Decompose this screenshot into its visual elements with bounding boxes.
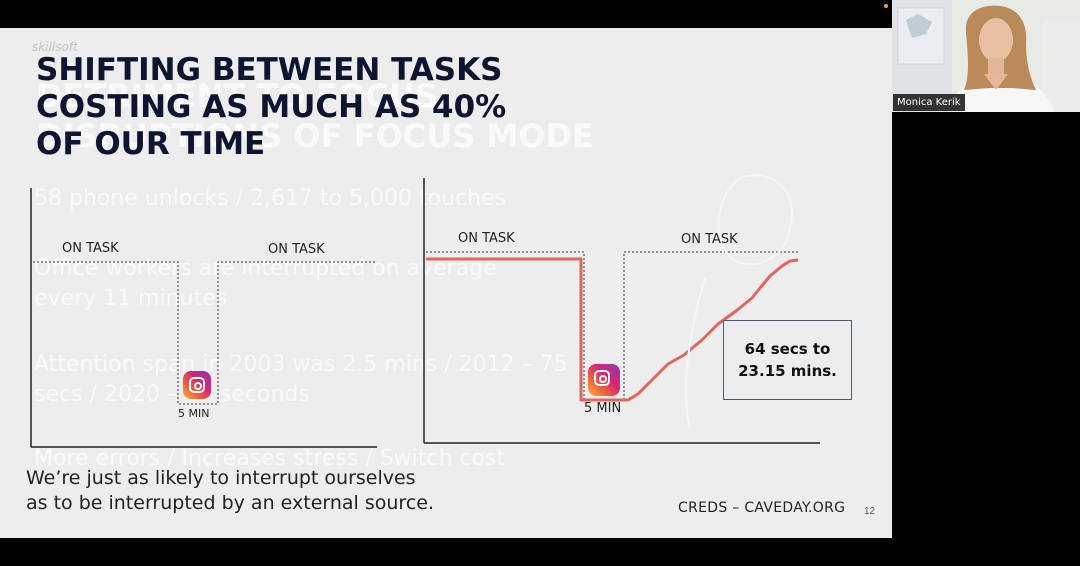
ghost-title-line: DISRUPTIONS OF FOCUS MODE — [36, 117, 594, 155]
instagram-icon — [183, 371, 211, 399]
left-chart-task-path — [33, 261, 376, 405]
left-chart-on-task-label: ON TASK — [268, 242, 325, 257]
slide-caption: We’re just as likely to interrupt oursel… — [26, 466, 434, 516]
task-diagrams — [30, 174, 820, 448]
brand-logo: skillsoft — [32, 40, 78, 54]
slide-page-number: 12 — [864, 506, 876, 517]
ghost-text-line: More errors / Increases stress / Switch … — [34, 446, 506, 471]
left-chart-on-task-label: ON TASK — [62, 241, 119, 256]
right-chart-recovery-line — [426, 257, 799, 402]
status-dot-icon — [884, 4, 888, 8]
right-chart-dip-label: 5 MIN — [584, 401, 622, 416]
left-chart-dip-label: 5 MIN — [178, 407, 210, 420]
slide-title: SHIFTING BETWEEN TASKS COSTING AS MUCH A… — [36, 52, 506, 163]
ghost-title: DETRIMENT TO FOCUS: DISRUPTIONS OF FOCUS… — [36, 76, 594, 156]
slide-credits: CREDS – CAVEDAY.ORG — [678, 500, 846, 516]
slide-title-line: SHIFTING BETWEEN TASKS — [36, 52, 503, 88]
background-illustration — [685, 174, 793, 429]
slide-title-line: COSTING AS MUCH AS 40% — [36, 89, 507, 125]
ghost-text-line: secs / 2020 – 47 seconds — [34, 382, 310, 407]
ghost-title-line: DETRIMENT TO FOCUS: — [36, 77, 451, 115]
participant-video-tile[interactable] — [892, 0, 1080, 112]
right-chart-on-task-label: ON TASK — [458, 231, 515, 246]
ghost-text-line: every 11 minutes — [34, 286, 228, 311]
instagram-icon — [588, 364, 620, 396]
participant-name-label: Monica Kerik — [893, 94, 965, 111]
recovery-time-line: 23.15 mins. — [738, 362, 837, 380]
caption-line: We’re just as likely to interrupt oursel… — [26, 467, 416, 489]
participant-video-feed — [892, 0, 1080, 112]
ghost-text-line: Attention span in 2003 was 2.5 mins / 20… — [34, 352, 568, 377]
ghost-text-line: 58 phone unlocks / 2,617 to 5,000 touche… — [34, 186, 507, 211]
recovery-time-box: 64 secs to 23.15 mins. — [723, 320, 852, 400]
presentation-slide: skillsoft DETRIMENT TO FOCUS: DISRUPTION… — [0, 28, 892, 538]
ghost-text-line: Office workers are interrupted on averag… — [34, 256, 497, 281]
right-chart-on-task-label: ON TASK — [681, 232, 738, 247]
slide-title-line: OF OUR TIME — [36, 126, 266, 162]
caption-line: as to be interrupted by an external sour… — [26, 492, 434, 514]
recovery-time-line: 64 secs to — [744, 340, 831, 358]
